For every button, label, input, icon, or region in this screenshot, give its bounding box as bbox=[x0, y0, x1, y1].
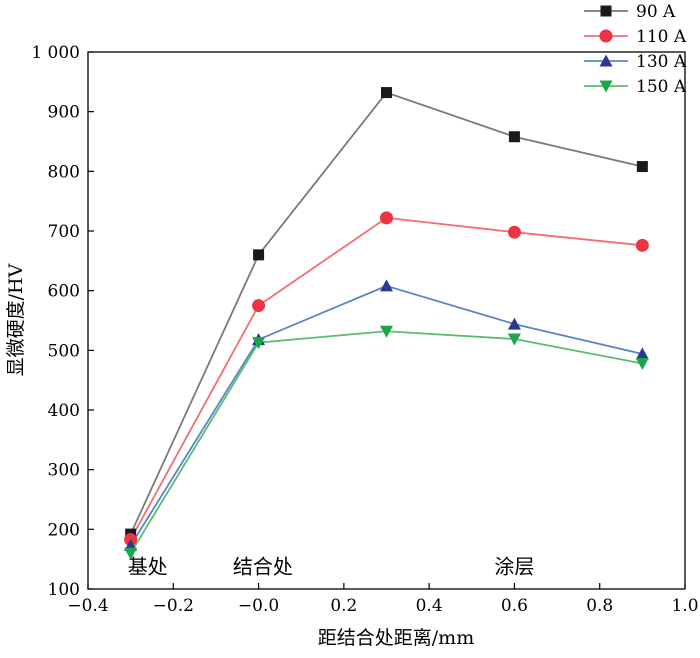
x-tick-label: 1.0 bbox=[671, 596, 698, 616]
data-point-90a bbox=[253, 249, 265, 261]
data-point-150a bbox=[635, 357, 649, 370]
region-annotation: 涂层 bbox=[494, 554, 534, 578]
data-point-90a bbox=[508, 131, 520, 143]
region-annotations: 基处 结合处 涂层 bbox=[128, 554, 535, 578]
plot-area: −0.4 −0.2 −0.0 0.2 0.4 0.6 0.8 1.0 100 200 300 400… bbox=[31, 43, 698, 616]
series-markers bbox=[124, 87, 649, 560]
y-tick-label: 800 bbox=[48, 162, 80, 182]
x-tick-label: 0.8 bbox=[586, 596, 613, 616]
series-line-110a bbox=[129, 216, 643, 540]
x-axis: −0.4 −0.2 −0.0 0.2 0.4 0.6 0.8 1.0 bbox=[67, 583, 699, 616]
legend-marker-90a bbox=[600, 5, 612, 17]
data-point-130a bbox=[635, 347, 649, 360]
data-point-130a bbox=[507, 317, 521, 330]
data-point-110a bbox=[507, 225, 521, 239]
x-axis-title: 距结合处距离/mm bbox=[318, 627, 474, 649]
series-lines bbox=[129, 91, 643, 554]
legend-marker-110a bbox=[599, 29, 613, 43]
data-point-150a bbox=[124, 547, 138, 560]
legend-label: 90 A bbox=[636, 2, 676, 22]
data-point-90a bbox=[636, 161, 648, 173]
legend-marker-150a bbox=[599, 80, 613, 93]
data-point-130a bbox=[380, 279, 393, 292]
region-annotation: 基处 bbox=[128, 554, 168, 578]
data-point-110a bbox=[252, 299, 266, 313]
data-point-150a bbox=[507, 333, 521, 346]
x-tick-label: 0.4 bbox=[416, 596, 443, 616]
x-tick-label: −0.0 bbox=[238, 596, 279, 616]
y-tick-label: 300 bbox=[48, 461, 80, 481]
y-tick-label: 700 bbox=[48, 222, 80, 242]
series-line-90a bbox=[129, 91, 643, 535]
plot-frame bbox=[87, 51, 686, 590]
y-tick-label: 200 bbox=[48, 520, 80, 540]
legend-label: 110 A bbox=[636, 27, 687, 47]
data-point-90a bbox=[381, 87, 392, 99]
y-tick-label: 600 bbox=[48, 282, 80, 302]
legend-label: 150 A bbox=[636, 77, 687, 97]
data-point-110a bbox=[380, 211, 393, 225]
x-tick-label: −0.4 bbox=[67, 596, 108, 616]
legend-label: 130 A bbox=[636, 52, 687, 72]
y-tick-label: 400 bbox=[48, 401, 80, 421]
y-tick-label: 100 bbox=[48, 580, 80, 600]
y-tick-label: 1 000 bbox=[31, 43, 80, 63]
x-tick-label: 0.2 bbox=[330, 596, 357, 616]
region-annotation: 结合处 bbox=[233, 554, 293, 578]
data-point-150a bbox=[380, 325, 393, 338]
legend-marker-130a bbox=[599, 54, 613, 67]
y-axis-title: 显微硬度/HV bbox=[5, 263, 27, 376]
x-tick-label: 0.6 bbox=[501, 596, 528, 616]
x-tick-label: −0.2 bbox=[153, 596, 194, 616]
y-tick-label: 900 bbox=[48, 103, 80, 123]
y-axis: 100 200 300 400 500 600 700 800 900 1 000 bbox=[31, 43, 94, 600]
data-point-110a bbox=[635, 238, 649, 252]
legend: 90 A 110 A 130 A 150 A bbox=[584, 2, 687, 97]
series-line-130a bbox=[129, 284, 643, 546]
y-tick-label: 500 bbox=[48, 341, 80, 361]
data-point-150a bbox=[252, 337, 266, 350]
